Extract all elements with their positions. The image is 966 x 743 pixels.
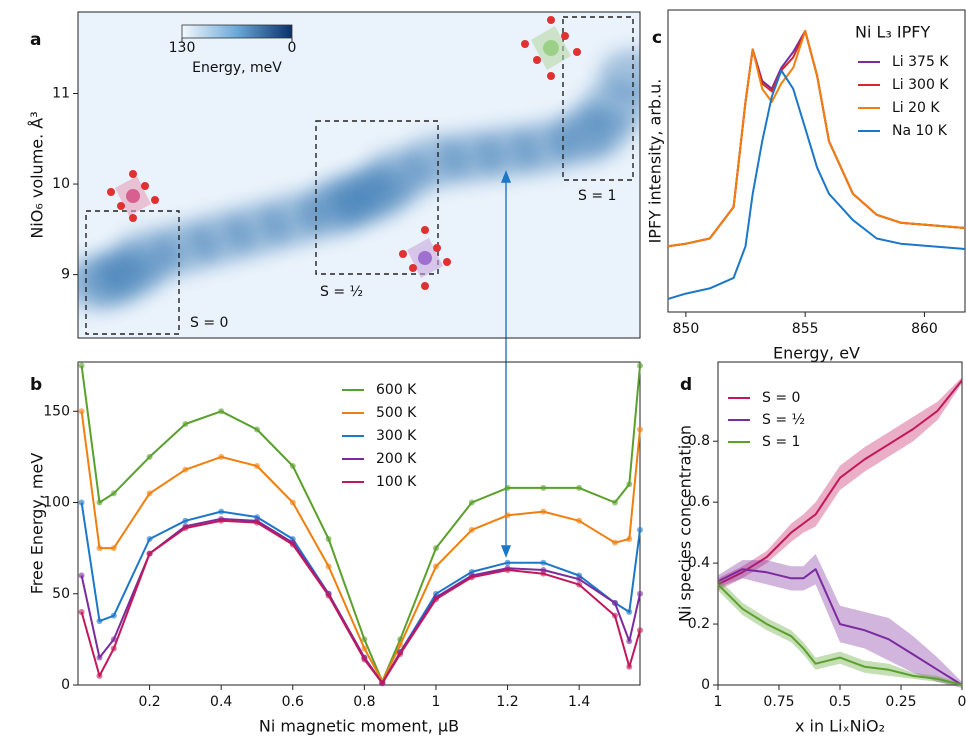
series-line bbox=[667, 69, 966, 300]
density-layer bbox=[78, 49, 640, 310]
legend-label: 300 K bbox=[376, 428, 417, 444]
data-point bbox=[78, 408, 85, 415]
legend-label: 200 K bbox=[376, 451, 417, 467]
colorbar-tick-label: 0 bbox=[288, 40, 297, 56]
plot-frame bbox=[77, 361, 641, 686]
data-point bbox=[78, 609, 85, 616]
y-axis-label: Free Energy, meV bbox=[28, 453, 47, 595]
x-tick-label: 0.8 bbox=[353, 694, 375, 710]
y-tick-label: 100 bbox=[43, 495, 70, 511]
series-line bbox=[80, 502, 641, 685]
x-axis-label: Ni magnetic moment, μB bbox=[259, 717, 459, 736]
series-line bbox=[667, 30, 966, 248]
panel-label: d bbox=[680, 375, 692, 395]
series-line bbox=[717, 379, 963, 586]
legend-label: Li 20 K bbox=[892, 100, 940, 116]
legend-label: Li 375 K bbox=[892, 54, 949, 70]
legend-label: S = 0 bbox=[762, 390, 800, 406]
data-point bbox=[637, 627, 643, 634]
panel-label: a bbox=[30, 30, 41, 50]
legend-label: S = ½ bbox=[762, 412, 805, 428]
x-tick-label: 1.4 bbox=[568, 694, 590, 710]
panel-label: c bbox=[652, 28, 662, 48]
plot-frame bbox=[667, 9, 966, 313]
legend-label: S = 1 bbox=[762, 434, 800, 450]
x-tick-label: 0.6 bbox=[282, 694, 304, 710]
x-tick-label: 0.5 bbox=[829, 694, 851, 710]
annotation: S = ½ bbox=[320, 284, 363, 300]
series-line bbox=[717, 568, 963, 686]
x-axis-label: x in LiₓNiO₂ bbox=[795, 717, 885, 736]
annotation: S = 1 bbox=[578, 188, 616, 204]
octahedron-icon bbox=[521, 16, 581, 80]
legend-label: 500 K bbox=[376, 405, 417, 421]
colorbar bbox=[181, 24, 293, 39]
y-axis-label: NiO₆ volume. Å³ bbox=[28, 111, 47, 238]
x-tick-label: 0.75 bbox=[763, 694, 794, 710]
error-band bbox=[718, 554, 962, 688]
density-blob bbox=[598, 49, 640, 102]
y-tick-label: 0 bbox=[61, 677, 70, 693]
box-shalf bbox=[315, 120, 439, 275]
y-axis-label: IPFY intensity, arb.u. bbox=[646, 79, 665, 244]
y-tick-label: 9 bbox=[61, 267, 70, 283]
legend-title: Ni L₃ IPFY bbox=[855, 23, 930, 42]
data-point bbox=[637, 526, 643, 533]
error-band bbox=[718, 377, 962, 591]
colorbar-label: Energy, meV bbox=[192, 60, 282, 76]
x-tick-label: 850 bbox=[673, 321, 700, 337]
y-tick-label: 0.2 bbox=[688, 616, 710, 632]
x-tick-label: 0 bbox=[958, 694, 966, 710]
data-point bbox=[637, 590, 643, 597]
x-tick-label: 1 bbox=[432, 694, 441, 710]
plot-frame bbox=[77, 11, 641, 339]
y-tick-label: 11 bbox=[52, 86, 70, 102]
x-axis-label: Energy, eV bbox=[773, 344, 860, 363]
y-tick-label: 0.4 bbox=[688, 555, 710, 571]
y-tick-label: 50 bbox=[52, 586, 70, 602]
y-tick-label: 10 bbox=[52, 176, 70, 192]
series-line bbox=[80, 411, 641, 683]
x-tick-label: 0.2 bbox=[138, 694, 160, 710]
y-tick-label: 0 bbox=[701, 677, 710, 693]
x-tick-label: 0.25 bbox=[885, 694, 916, 710]
annotation: S = 0 bbox=[190, 315, 228, 331]
x-tick-label: 860 bbox=[911, 321, 938, 337]
series-line bbox=[80, 365, 641, 683]
y-tick-label: 0.6 bbox=[688, 494, 710, 510]
legend-label: Li 300 K bbox=[892, 77, 949, 93]
x-tick-label: 0.4 bbox=[210, 694, 232, 710]
y-axis-label: Ni species concentration bbox=[676, 425, 695, 622]
panel-label: b bbox=[30, 375, 42, 395]
octahedron-icon bbox=[399, 226, 451, 290]
x-tick-label: 1.2 bbox=[496, 694, 518, 710]
x-tick-label: 1 bbox=[714, 694, 723, 710]
octahedron-icon bbox=[107, 170, 159, 222]
y-tick-label: 150 bbox=[43, 403, 70, 419]
legend-label: Na 10 K bbox=[892, 123, 948, 139]
colorbar-tick-label: 130 bbox=[169, 40, 196, 56]
legend-label: 100 K bbox=[376, 474, 417, 490]
y-tick-label: 0.8 bbox=[688, 433, 710, 449]
legend-label: 600 K bbox=[376, 382, 417, 398]
series-line bbox=[80, 519, 641, 685]
x-tick-label: 855 bbox=[792, 321, 819, 337]
series-line bbox=[717, 583, 963, 686]
